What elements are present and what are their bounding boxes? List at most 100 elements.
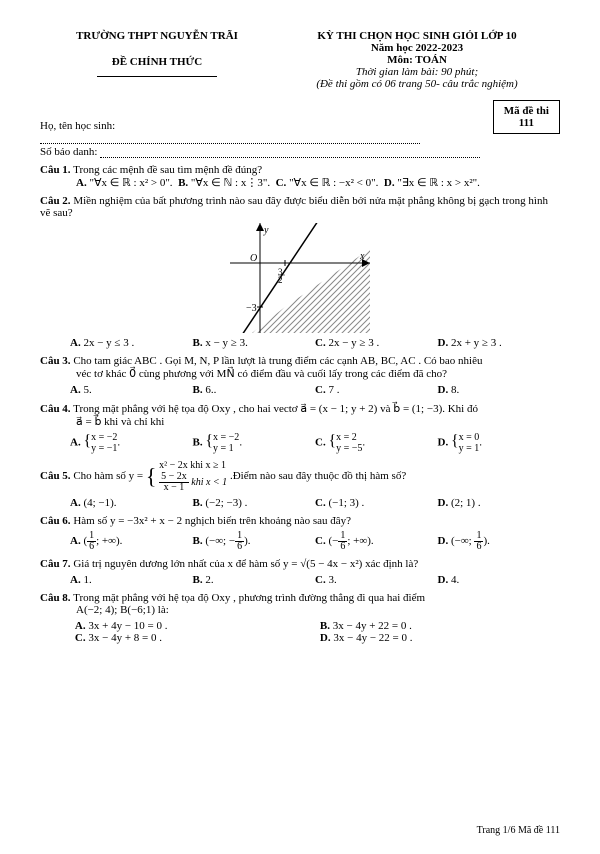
name-field[interactable] [40, 143, 420, 144]
question-3: Câu 3. Cho tam giác ABC . Gọi M, N, P lầ… [40, 355, 560, 396]
q4-B-top: x = −2 [213, 432, 239, 443]
q5-B: (−2; −3) . [205, 497, 247, 509]
id-label: Số báo danh: [40, 146, 97, 158]
q4-label: Câu 4. [40, 403, 71, 415]
question-2: Câu 2. Miền nghiệm của bất phương trình … [40, 195, 560, 349]
student-name-row: Họ, tên học sinh: [40, 120, 560, 144]
q3-line2: véc tơ khác 0⃗ cùng phương với MN⃗ có đi… [76, 367, 560, 380]
q6-label: Câu 6. [40, 515, 71, 527]
q7-prompt: Giá trị nguyên dương lớn nhất của x để h… [73, 558, 418, 570]
q4-B-bot: y = 1 [213, 443, 234, 454]
q5-case1: x² − 2x khi x ≥ 1 [159, 460, 226, 471]
q2-graph: O 3 2 −3 x y [230, 223, 370, 333]
q4-cond: a⃗ = b⃗ khi và chỉ khi [76, 415, 560, 428]
q5-D: (2; 1) . [451, 497, 481, 509]
svg-text:y: y [263, 225, 269, 236]
q4-C-bot: y = −5 [336, 443, 362, 454]
q1-prompt: Trong các mệnh đề sau tìm mệnh đề đúng? [73, 164, 262, 176]
q5-label: Câu 5. [40, 470, 71, 482]
q3-line1: Cho tam giác ABC . Gọi M, N, P lần lượt … [73, 355, 482, 367]
q4-A-bot: y = −1 [91, 443, 117, 454]
q5-A: (4; −1). [83, 497, 116, 509]
q6-prompt: Hàm số y = −3x² + x − 2 nghịch biến trên… [73, 515, 351, 527]
school-block: TRƯỜNG THPT NGUYỄN TRÃI ĐỀ CHÍNH THỨC [40, 30, 274, 90]
name-label: Họ, tên học sinh: [40, 120, 115, 132]
q4-prompt: Trong mặt phẳng với hệ tọa độ Oxy , cho … [73, 403, 478, 415]
q1-label: Câu 1. [40, 164, 71, 176]
page-footer: Trang 1/6 Mã đề 111 [477, 825, 560, 836]
svg-text:2: 2 [278, 275, 283, 285]
code-value: 111 [504, 117, 549, 129]
q5-C: (−1; 3) . [328, 497, 364, 509]
q8-label: Câu 8. [40, 592, 71, 604]
q8-options: A. 3x + 4y − 10 = 0 . B. 3x − 4y + 22 = … [70, 620, 560, 644]
q3-A: 5. [83, 384, 91, 396]
underline-rule [97, 76, 217, 77]
question-5: Câu 5. Cho hàm số y = { x² − 2x khi x ≥ … [40, 460, 560, 509]
q5-options: A. (4; −1). B. (−2; −3) . C. (−1; 3) . D… [70, 497, 560, 509]
code-label: Mã đề thi [504, 105, 549, 117]
q4-options: A. {x = −2y = −1. B. {x = −2y = 1. C. {x… [70, 432, 560, 454]
exam-time: Thời gian làm bài: 90 phút; [274, 66, 560, 78]
q7-options: A. 1. B. 2. C. 3. D. 4. [70, 574, 560, 586]
q5-tail: .Điểm nào sau đây thuộc đồ thị hàm số? [230, 470, 406, 482]
q6-B: B. (−∞; −16). [193, 531, 316, 552]
exam-subject: Môn: TOÁN [274, 54, 560, 66]
q6-options: A. (16; +∞). B. (−∞; −16). C. (−16; +∞).… [70, 531, 560, 552]
q8-D: 3x − 4y − 22 = 0 . [333, 632, 412, 644]
q7-D: 4. [451, 574, 459, 586]
q1-C: "∀x ∈ ℝ : −x² < 0". [289, 177, 378, 189]
q2-options: A. 2x − y ≤ 3 . B. x − y ≥ 3. C. 2x − y … [70, 337, 560, 349]
svg-text:x: x [359, 251, 365, 262]
q2-D: 2x + y ≥ 3 . [451, 337, 502, 349]
q6-C: C. (−16; +∞). [315, 531, 438, 552]
header: TRƯỜNG THPT NGUYỄN TRÃI ĐỀ CHÍNH THỨC KỲ… [40, 30, 560, 90]
exam-block: KỲ THI CHỌN HỌC SINH GIỎI LỚP 10 Năm học… [274, 30, 560, 90]
q1-A: "∀x ∈ ℝ : x² > 0". [89, 177, 172, 189]
question-4: Câu 4. Trong mặt phẳng với hệ tọa độ Oxy… [40, 402, 560, 454]
question-8: Câu 8. Trong mặt phẳng với hệ tọa độ Oxy… [40, 592, 560, 644]
school-name: TRƯỜNG THPT NGUYỄN TRÃI [40, 30, 274, 42]
id-field[interactable] [100, 157, 480, 158]
q7-B: 2. [205, 574, 213, 586]
q2-B: x − y ≥ 3. [205, 337, 248, 349]
student-id-row: Số báo danh: [40, 146, 560, 158]
q4-C-top: x = 2 [336, 432, 357, 443]
q3-D: 8. [451, 384, 459, 396]
q5-lead: Cho hàm số y = [73, 470, 143, 482]
q5-case2-tail: khi x < 1 [191, 477, 227, 488]
q3-C: 7 . [328, 384, 339, 396]
q3-options: A. 5. B. 6.. C. 7 . D. 8. [70, 384, 560, 396]
q8-line2: A(−2; 4); B(−6;1) là: [76, 604, 560, 616]
q6-A: A. (16; +∞). [70, 531, 193, 552]
q7-A: 1. [83, 574, 91, 586]
question-6: Câu 6. Hàm số y = −3x² + x − 2 nghịch bi… [40, 515, 560, 552]
q8-A: 3x + 4y − 10 = 0 . [88, 620, 167, 632]
svg-text:−3: −3 [246, 303, 257, 314]
q4-D-bot: y = 1 [459, 443, 480, 454]
q3-B: 6.. [205, 384, 216, 396]
q2-prompt: Miền nghiệm của bất phương trình nào sau… [40, 195, 548, 219]
q8-C: 3x − 4y + 8 = 0 . [88, 632, 162, 644]
exam-code-box: Mã đề thi 111 [493, 100, 560, 134]
q1-D: "∃x ∈ ℝ : x > x²". [397, 177, 480, 189]
q2-C: 2x − y ≥ 3 . [328, 337, 379, 349]
q3-label: Câu 3. [40, 355, 71, 367]
q7-label: Câu 7. [40, 558, 71, 570]
q7-C: 3. [328, 574, 336, 586]
q4-A-top: x = −2 [91, 432, 117, 443]
q1-B: "∀x ∈ ℕ : x⋮3". [191, 177, 270, 189]
q2-label: Câu 2. [40, 195, 71, 207]
q8-line1: Trong mặt phẳng với hệ tọa độ Oxy , phươ… [73, 592, 425, 604]
q5-case2-bot: x − 1 [159, 483, 189, 493]
official-label: ĐỀ CHÍNH THỨC [40, 56, 274, 68]
q8-B: 3x − 4y + 22 = 0 . [333, 620, 412, 632]
q1-options: A. "∀x ∈ ℝ : x² > 0". B. "∀x ∈ ℕ : x⋮3".… [76, 176, 560, 189]
exam-note: (Đề thi gồm có 06 trang 50- câu trắc ngh… [274, 78, 560, 90]
question-7: Câu 7. Giá trị nguyên dương lớn nhất của… [40, 558, 560, 586]
question-1: Câu 1. Trong các mệnh đề sau tìm mệnh đề… [40, 164, 560, 189]
exam-title: KỲ THI CHỌN HỌC SINH GIỎI LỚP 10 [274, 30, 560, 42]
exam-year: Năm học 2022-2023 [274, 42, 560, 54]
q2-A: 2x − y ≤ 3 . [83, 337, 134, 349]
q4-D-top: x = 0 [459, 432, 480, 443]
